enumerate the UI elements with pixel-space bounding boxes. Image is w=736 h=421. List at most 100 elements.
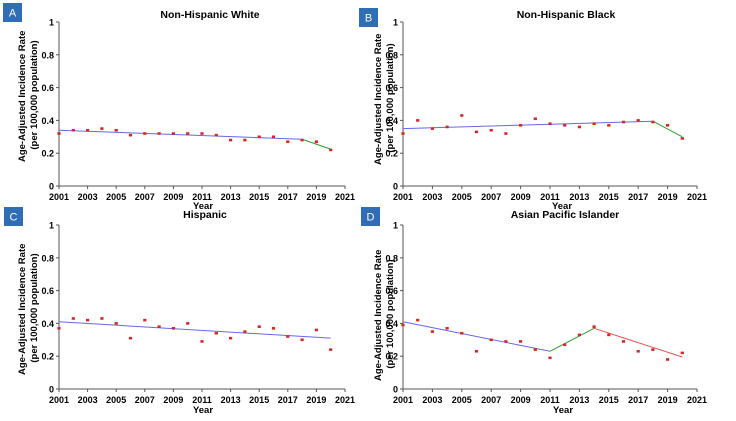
data-point	[607, 333, 611, 337]
x-tick-label: 2015	[599, 192, 619, 202]
data-point	[86, 318, 90, 322]
data-point	[504, 132, 508, 135]
x-axis-label: Year	[553, 405, 573, 416]
data-point	[171, 132, 175, 135]
data-point	[621, 340, 626, 343]
x-tick-label: 2001	[49, 395, 69, 405]
data-point	[329, 148, 333, 152]
panel-letter: C	[10, 212, 18, 224]
data-point	[666, 124, 670, 127]
y-axis-label: Age-Adjusted Incidence Rate (per 100,000…	[17, 28, 40, 162]
data-point	[416, 318, 420, 322]
x-axis-label: Year	[193, 405, 213, 416]
data-point	[257, 325, 261, 328]
x-tick-label: 2005	[106, 192, 126, 202]
data-point	[577, 125, 581, 129]
y-axis-label-line2: (per 100,000 population)	[385, 259, 396, 368]
data-point	[214, 331, 218, 335]
x-tick-label: 2013	[569, 395, 589, 405]
x-axis-label: Year	[193, 201, 213, 212]
data-point	[636, 119, 640, 122]
data-point	[100, 317, 104, 320]
data-point	[257, 135, 261, 139]
data-point	[592, 122, 596, 125]
data-point	[71, 317, 75, 320]
y-tick-label: 1	[49, 221, 54, 231]
data-point	[186, 132, 190, 135]
data-point	[401, 132, 405, 135]
data-point	[621, 120, 626, 124]
x-tick-label: 2005	[452, 192, 472, 202]
y-axis-label-line2: (per 100,000 population)	[385, 43, 396, 152]
panel-b: B Non-Hispanic Black Age-Adjusted Incide…	[359, 8, 707, 212]
x-tick-label: 2007	[135, 192, 155, 202]
y-axis-label: Age-Adjusted Incidence Rate (per 100,000…	[373, 247, 396, 381]
y-tick-label: 0	[393, 385, 398, 395]
y-tick-label: 0.8	[385, 253, 398, 263]
x-tick-label: 2021	[335, 192, 355, 202]
data-point	[636, 349, 640, 353]
panel-badge	[4, 207, 23, 226]
data-point	[128, 336, 133, 340]
data-point	[157, 325, 161, 328]
data-point	[314, 328, 318, 332]
x-tick-label: 2009	[163, 395, 183, 405]
data-point	[300, 338, 304, 342]
data-point	[86, 128, 90, 132]
y-tick-label: 0.8	[41, 253, 54, 263]
plot-area: 0 0.2 0.4 0.6 0.8 1 2001 2003 2005 2007 2009 2011 20…	[41, 18, 355, 203]
x-axis-label: Year	[552, 201, 572, 212]
y-tick-label: 0.8	[385, 50, 398, 60]
x-tick-label: 2013	[221, 192, 241, 202]
trend-segment	[402, 120, 653, 130]
chart-title: Non-Hispanic Black	[517, 9, 616, 21]
panel-letter: D	[367, 212, 375, 224]
x-tick-label: 2015	[599, 395, 619, 405]
y-axis-label: Age-Adjusted Incidence Rate (per 100,000…	[373, 31, 396, 165]
panel-badge	[361, 207, 380, 226]
data-point	[229, 138, 233, 142]
data-point	[651, 348, 655, 351]
data-point	[548, 356, 552, 360]
data-point	[200, 132, 204, 135]
x-tick-label: 2005	[452, 395, 472, 405]
data-point	[460, 114, 464, 117]
x-tick-label: 2021	[687, 395, 707, 405]
data-point	[474, 130, 479, 134]
x-tick-label: 2003	[78, 395, 98, 405]
trend-segment	[652, 120, 683, 138]
x-tick-label: 2021	[335, 395, 355, 405]
trend-segment	[549, 327, 595, 352]
data-point	[57, 327, 61, 330]
x-tick-label: 2013	[221, 395, 241, 405]
data-point	[100, 127, 104, 130]
data-point	[128, 133, 133, 137]
x-tick-label: 2021	[687, 192, 707, 202]
x-tick-label: 2009	[511, 395, 531, 405]
data-point	[460, 331, 464, 335]
x-tick-label: 2019	[658, 395, 678, 405]
y-tick-label: 0.8	[41, 50, 54, 60]
data-point	[533, 348, 537, 351]
data-point	[548, 122, 552, 125]
data-point	[416, 119, 420, 122]
panel-letter: B	[365, 13, 372, 25]
y-tick-label: 0	[49, 182, 54, 192]
plot-area: 0 0.2 0.4 0.6 0.8 1 2001 2003 2005 2007 2009 2011 20…	[385, 18, 707, 203]
data-point	[592, 325, 596, 328]
x-tick-label: 2001	[393, 192, 413, 202]
data-point	[114, 128, 118, 132]
x-tick-label: 2017	[278, 395, 298, 405]
y-axis-label-line1: Age-Adjusted Incidence Rate	[17, 244, 28, 375]
data-point	[57, 132, 61, 135]
y-tick-label: 0	[49, 385, 54, 395]
x-tick-label: 2015	[249, 395, 269, 405]
data-point	[519, 124, 523, 127]
x-tick-label: 2007	[481, 192, 501, 202]
y-tick-label: 0.6	[41, 286, 54, 296]
x-tick-label: 2011	[540, 192, 560, 202]
data-point	[430, 330, 434, 333]
y-tick-label: 0.4	[41, 319, 54, 329]
data-point	[430, 127, 434, 130]
